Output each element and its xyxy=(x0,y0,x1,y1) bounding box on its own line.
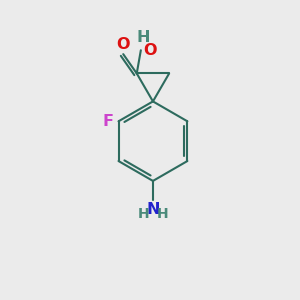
Text: H: H xyxy=(138,207,149,221)
Text: H: H xyxy=(136,30,150,45)
Text: H: H xyxy=(157,207,168,221)
Text: O: O xyxy=(116,37,130,52)
Text: F: F xyxy=(102,114,113,129)
Text: O: O xyxy=(143,43,157,58)
Text: N: N xyxy=(146,202,160,217)
